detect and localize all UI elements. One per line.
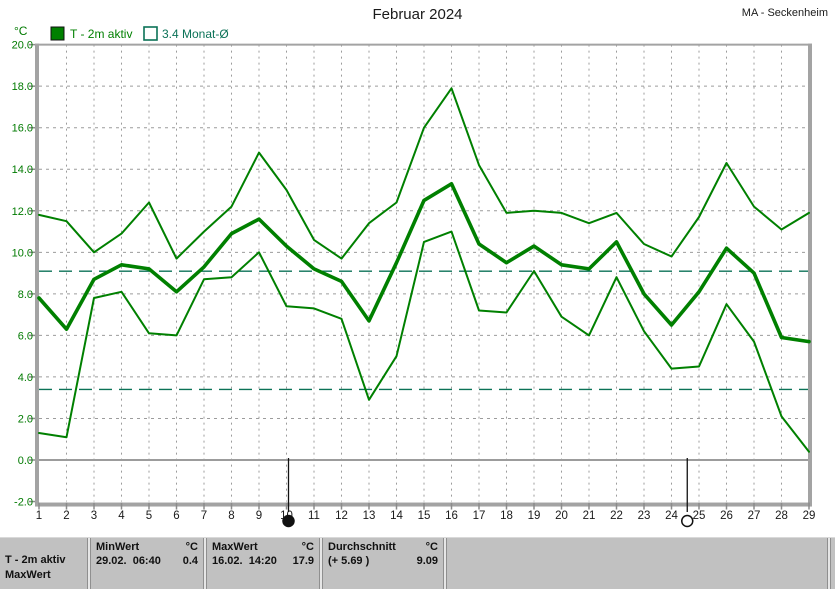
y-tick-label: 10.0: [12, 247, 33, 259]
stats-min-value: 0.4: [182, 555, 198, 567]
x-tick-label: 19: [528, 510, 541, 522]
stats-bar: T - 2m aktiv MaxWert MinWert °C 29.02. 0…: [0, 537, 835, 589]
x-tick-label: 13: [363, 510, 376, 522]
stats-min-unit: °C: [185, 541, 198, 553]
x-tick-label: 16: [445, 510, 458, 522]
stats-divider: [203, 538, 207, 589]
y-tick-label: 6.0: [18, 330, 33, 342]
new-moon-icon: [282, 514, 295, 528]
stats-divider: [319, 538, 323, 589]
y-axis-unit: °C: [14, 24, 28, 38]
y-tick-label: 8.0: [18, 289, 33, 301]
station-label: MA - Seckenheim: [741, 7, 828, 19]
stats-divider: [443, 538, 447, 589]
page-title: Februar 2024: [372, 6, 463, 23]
stats-max-unit: °C: [301, 541, 314, 553]
stats-divider: [827, 538, 831, 589]
x-tick-label: 24: [665, 510, 678, 522]
x-tick-label: 29: [803, 510, 816, 522]
stats-series-label: T - 2m aktiv: [5, 554, 66, 566]
temperature-chart: 20.0 18.0 16.0 14.0 12.0 10.0 8.0 6.0 4.0 2.0 0.0 -…: [12, 24, 816, 528]
series-max: [38, 87, 810, 260]
legend-swatch-filled: [50, 26, 65, 41]
x-tick-label: 5: [146, 510, 152, 522]
stats-avg-anomaly: (+ 5.69 ): [328, 555, 370, 567]
x-tick-label: 18: [500, 510, 513, 522]
x-tick-label: 12: [335, 510, 348, 522]
x-tick-label: 3: [91, 510, 97, 522]
y-tick-label: -2.0: [14, 497, 33, 509]
y-tick-label: 2.0: [18, 413, 33, 425]
x-tick-label: 7: [201, 510, 207, 522]
x-tick-label: 21: [583, 510, 596, 522]
stats-min-datetime: 29.02. 06:40: [96, 555, 161, 567]
x-tick-label: 4: [118, 510, 125, 522]
y-tick-label: 20.0: [12, 40, 33, 52]
x-tick-label: 28: [775, 510, 788, 522]
y-tick-label: 14.0: [12, 164, 33, 176]
stats-avg-unit: °C: [425, 541, 438, 553]
x-tick-label: 27: [748, 510, 761, 522]
stats-max-datetime: 16.02. 14:20: [212, 555, 277, 567]
x-tick-label: 23: [638, 510, 651, 522]
stats-avg-header: Durchschnitt: [328, 541, 396, 553]
y-tick-label: 16.0: [12, 123, 33, 135]
y-tick-label: 0.0: [18, 455, 33, 467]
x-tick-label: 15: [418, 510, 431, 522]
y-tick-label: 12.0: [12, 206, 33, 218]
x-tick-label: 25: [693, 510, 706, 522]
x-tick-label: 11: [308, 510, 320, 522]
legend-label-monat: 3.4 Monat-Ø: [162, 27, 229, 41]
stats-max-header: MaxWert: [212, 541, 258, 553]
x-tick-label: 20: [555, 510, 568, 522]
stats-max-value: 17.9: [292, 555, 314, 567]
x-tick-label: 17: [473, 510, 486, 522]
y-tick-label: 18.0: [12, 81, 33, 93]
chart-canvas: 20.0 18.0 16.0 14.0 12.0 10.0 8.0 6.0 4.0 2.0 0.0 -…: [12, 24, 816, 528]
stats-min-header: MinWert: [96, 541, 140, 553]
y-tick-label: 4.0: [18, 372, 33, 384]
x-tick-label: 14: [390, 510, 403, 522]
legend-swatch-outline: [143, 26, 158, 41]
stats-divider: [87, 538, 91, 589]
series-mean: [37, 182, 811, 344]
x-tick-label: 26: [720, 510, 733, 522]
x-tick-label: 6: [173, 510, 179, 522]
x-tick-label: 8: [228, 510, 234, 522]
series-min: [38, 230, 810, 453]
x-tick-label: 22: [610, 510, 623, 522]
legend-label-aktiv: T - 2m aktiv: [70, 27, 132, 41]
x-tick-label: 1: [36, 510, 42, 522]
x-tick-label: 2: [63, 510, 69, 522]
x-tick-label: 9: [256, 510, 262, 522]
stats-series-label-2: MaxWert: [5, 569, 51, 581]
full-moon-icon: [681, 514, 694, 528]
stats-avg-value: 9.09: [416, 555, 438, 567]
